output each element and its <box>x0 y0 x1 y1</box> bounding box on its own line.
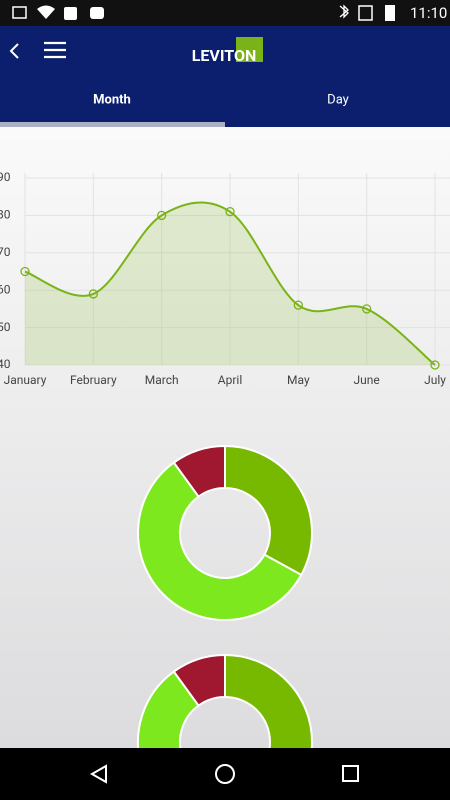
menu-button[interactable] <box>44 41 66 59</box>
battery-icon <box>385 5 395 21</box>
point <box>20 266 30 277</box>
tab-indicator <box>0 122 225 127</box>
check-icon <box>64 7 77 20</box>
nav-home[interactable] <box>215 764 235 784</box>
point <box>157 210 167 221</box>
status-bar: 11:10 <box>0 0 450 26</box>
nav-icons <box>89 764 359 784</box>
x-tick-label: April <box>218 373 242 387</box>
point <box>430 360 440 370</box>
tab-month[interactable]: Month <box>93 92 131 107</box>
point <box>88 289 98 299</box>
android-icon <box>90 7 104 19</box>
back-button[interactable] <box>9 43 19 59</box>
point <box>225 207 235 217</box>
x-tick-label: January <box>4 373 47 387</box>
y-tick-label: 90 <box>0 170 11 184</box>
x-tick-label: May <box>287 373 310 387</box>
nav-bar <box>0 748 450 800</box>
charts: 40 50 60 70 80 90 January February March April May… <box>0 170 450 748</box>
y-tick-label: 50 <box>0 320 11 334</box>
x-tick-label: July <box>424 373 446 387</box>
wifi-icon <box>37 5 55 19</box>
bluetooth-icon <box>339 4 349 19</box>
y-tick-label: 60 <box>0 282 11 296</box>
signal-icon <box>358 5 373 21</box>
logo-mark <box>236 37 263 62</box>
y-tick-label: 40 <box>0 357 11 371</box>
donut-segment <box>137 461 303 621</box>
donut-segment <box>137 670 200 748</box>
donut-segment <box>172 653 226 707</box>
x-tick-label: March <box>145 373 179 387</box>
line-area <box>25 202 435 365</box>
content: 40 50 60 70 80 90 January February March April May… <box>0 127 450 748</box>
y-tick-label: 70 <box>0 245 11 259</box>
x-tick-label: February <box>70 373 117 387</box>
point <box>362 304 372 314</box>
gallery-icon <box>12 6 27 19</box>
clock: 11:10 <box>410 4 447 22</box>
donut-segment <box>224 653 313 748</box>
nav-recent[interactable] <box>342 765 359 782</box>
x-tick-label: June <box>354 373 380 387</box>
point <box>293 300 303 310</box>
status-icons: 11:10 <box>12 4 447 22</box>
y-tick-label: 80 <box>0 208 11 222</box>
logo: LEVITON <box>192 46 257 65</box>
nav-back[interactable] <box>89 764 107 784</box>
donut-segment <box>224 444 313 577</box>
app-header: LEVITON Month Day <box>0 26 450 127</box>
donut-segment <box>172 444 226 498</box>
tab-day[interactable]: Day <box>327 92 349 107</box>
header-graphics: LEVITON Month Day <box>0 37 349 127</box>
